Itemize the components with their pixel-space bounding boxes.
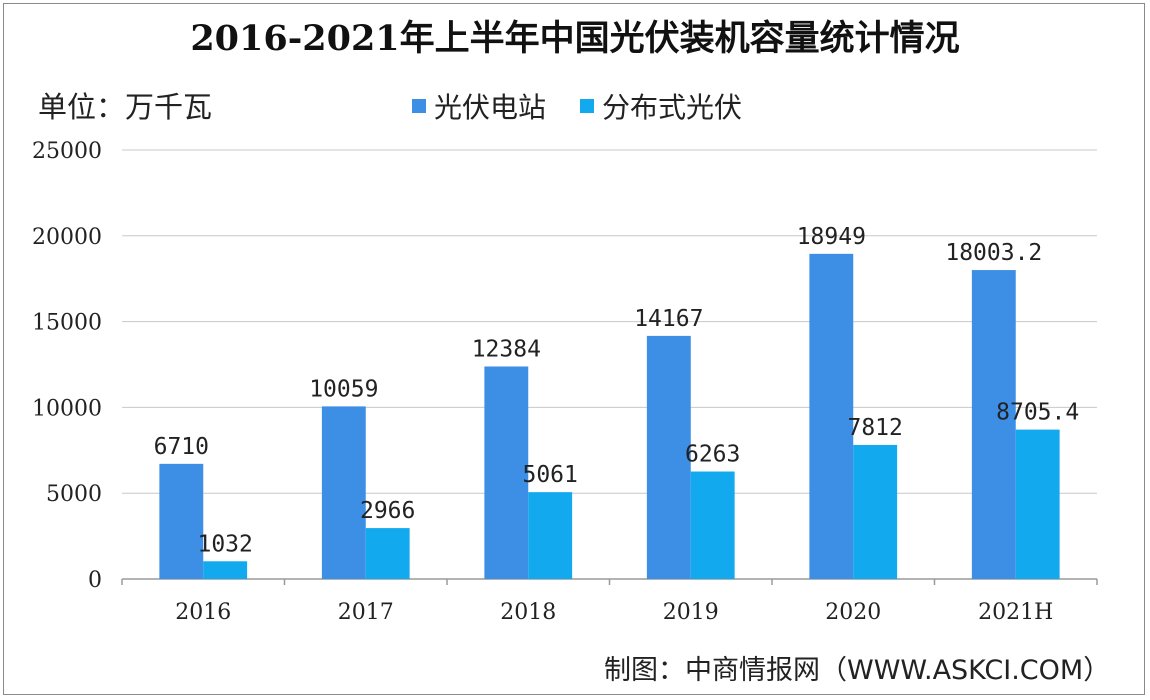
chart-frame: [3, 3, 1145, 695]
x-tick-label: 2020: [825, 600, 881, 625]
data-label: 6710: [154, 434, 209, 460]
y-tick-label: 20000: [32, 225, 102, 250]
legend-swatch-series-1: [412, 99, 426, 113]
data-label: 14167: [634, 306, 703, 332]
data-label: 8705.4: [996, 400, 1079, 426]
legend-swatch-series-2: [580, 99, 594, 113]
bar-power-station-2018: [484, 366, 529, 579]
bar-distributed-2016: [203, 561, 248, 579]
bar-distributed-2019: [690, 471, 735, 579]
bar-power-station-2017: [321, 406, 366, 579]
bar-distributed-2021H: [1015, 429, 1060, 579]
bar-power-station-2020: [809, 253, 854, 580]
x-tick-label: 2021H: [978, 600, 1053, 625]
legend-item-series-2: 分布式光伏: [580, 86, 742, 126]
bar-power-station-2021H: [971, 270, 1016, 579]
data-label: 6263: [685, 442, 740, 468]
y-tick-label: 25000: [32, 139, 102, 164]
legend-label-series-2: 分布式光伏: [602, 91, 743, 124]
data-label: 10059: [309, 376, 378, 402]
y-tick-label: 15000: [32, 311, 102, 336]
y-tick-label: 5000: [46, 482, 102, 507]
x-tick-label: 2019: [663, 600, 719, 625]
source-note: 制图：中商情报网（WWW.ASKCI.COM）: [604, 655, 1111, 686]
bar-distributed-2018: [528, 492, 573, 579]
unit-label: 单位：万千瓦: [38, 90, 213, 124]
data-label: 2966: [360, 498, 415, 524]
bar-power-station-2016: [159, 463, 204, 579]
x-tick-label: 2016: [175, 600, 231, 625]
data-label: 18003.2: [945, 240, 1042, 266]
data-label: 1032: [197, 531, 252, 557]
data-label: 12384: [472, 336, 541, 362]
x-tick-label: 2017: [338, 600, 394, 625]
legend-item-series-1: 光伏电站: [412, 86, 546, 126]
bar-distributed-2017: [365, 528, 410, 579]
x-tick-label: 2018: [500, 600, 556, 625]
chart-title: 2016-2021年上半年中国光伏装机容量统计情况: [190, 18, 960, 59]
legend-label-series-1: 光伏电站: [434, 91, 547, 124]
data-label: 5061: [522, 462, 577, 488]
y-tick-label: 10000: [32, 396, 102, 421]
data-label: 18949: [797, 224, 866, 250]
data-label: 7812: [847, 415, 902, 441]
bar-power-station-2019: [646, 335, 691, 579]
bar-distributed-2020: [853, 444, 898, 579]
y-tick-label: 0: [88, 568, 102, 593]
